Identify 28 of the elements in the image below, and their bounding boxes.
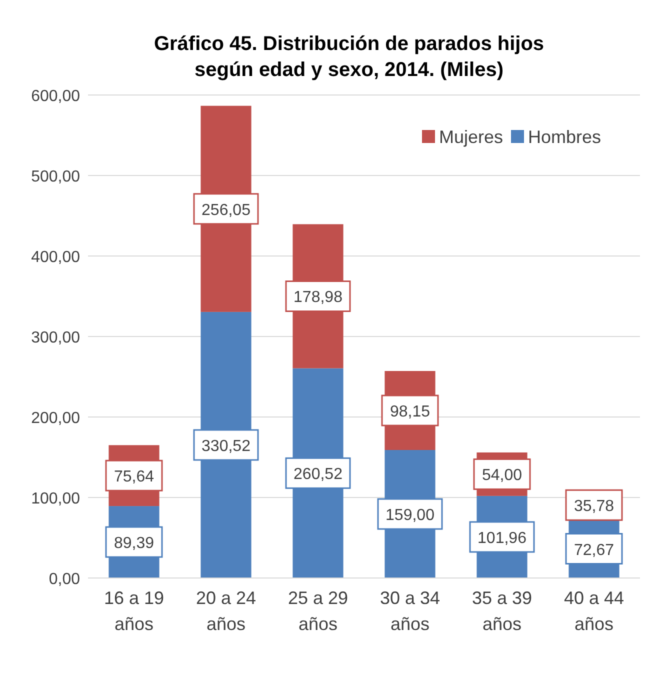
data-label: 330,52 xyxy=(202,438,251,455)
data-label: 178,98 xyxy=(294,289,343,306)
y-tick-label: 500,00 xyxy=(31,168,80,186)
y-tick-label: 400,00 xyxy=(31,249,80,266)
y-tick-label: 0,00 xyxy=(48,571,80,588)
y-tick-label: 600,00 xyxy=(31,88,80,105)
data-label: 101,96 xyxy=(478,530,527,547)
data-label: 98,15 xyxy=(390,404,430,420)
x-tick-label: 25 a 29 años xyxy=(288,588,348,634)
data-label: 72,67 xyxy=(574,542,614,559)
data-label: 256,05 xyxy=(202,202,251,219)
x-tick-label: 30 a 34 años xyxy=(380,588,440,634)
legend-label: Hombres xyxy=(528,127,602,147)
data-label: 54,00 xyxy=(482,467,522,484)
legend-label: Mujeres xyxy=(439,127,504,147)
data-label: 260,52 xyxy=(294,466,343,484)
x-tick-label: 35 a 39 años xyxy=(472,588,532,634)
chart-title: Gráfico 45. Distribución de parados hijos según edad y sexo, 2014. (Miles) xyxy=(154,33,544,81)
x-tick-label: 16 a 19 años xyxy=(104,588,164,634)
data-label: 75,64 xyxy=(114,468,154,486)
x-tick-label: 40 a 44 años xyxy=(564,588,624,634)
data-label: 35,78 xyxy=(574,498,614,516)
y-tick-label: 100,00 xyxy=(31,490,80,508)
y-tick-label: 300,00 xyxy=(31,330,80,346)
data-label: 159,00 xyxy=(386,507,435,524)
data-label: 89,39 xyxy=(114,535,154,552)
y-tick-label: 200,00 xyxy=(31,410,80,427)
x-tick-label: 20 a 24 años xyxy=(196,588,256,634)
